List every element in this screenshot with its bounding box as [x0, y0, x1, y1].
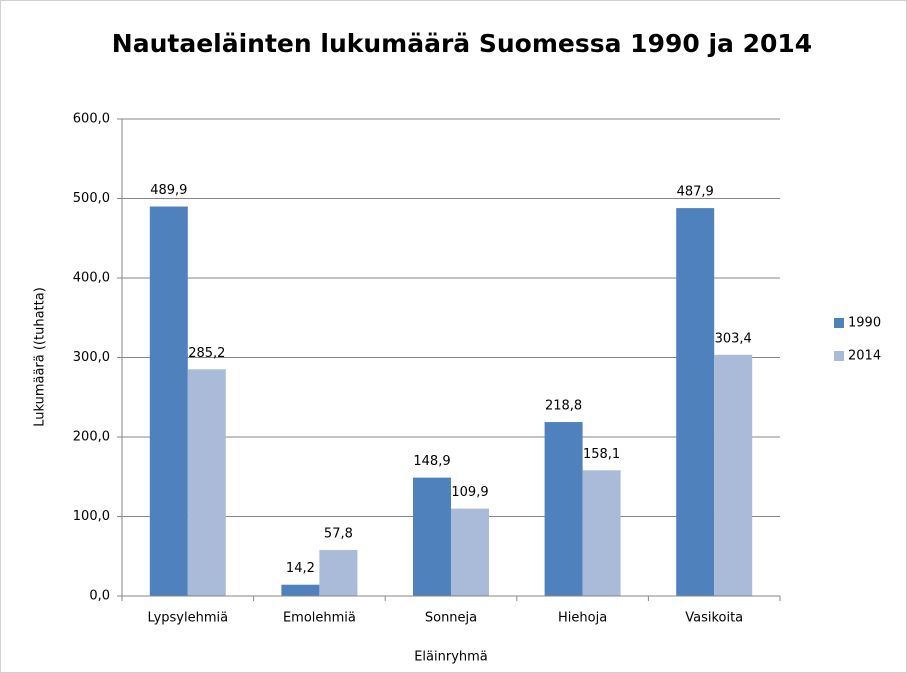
x-tick-label: Emolehmiä: [283, 611, 356, 626]
value-label: 148,9: [413, 454, 450, 469]
value-label: 109,9: [451, 485, 488, 500]
bar: [187, 369, 226, 596]
bar: [413, 477, 451, 596]
bar: [149, 206, 188, 597]
value-label: 487,9: [677, 185, 714, 200]
chart-title: Nautaeläinten lukumäärä Suomessa 1990 ja…: [112, 29, 812, 58]
x-tick-label: Vasikoita: [685, 611, 743, 626]
value-label: 303,4: [715, 331, 752, 346]
bar: [451, 508, 489, 596]
legend-swatch: [834, 318, 844, 328]
legend-label: 1990: [848, 316, 881, 331]
bar: [319, 550, 358, 596]
value-label: 489,9: [150, 183, 187, 198]
x-tick-label: Lypsylehmiä: [148, 611, 229, 626]
legend-swatch: [834, 351, 844, 361]
x-tick-label: Hiehoja: [558, 611, 607, 626]
y-tick-label: 600,0: [73, 112, 110, 127]
bar: [544, 422, 583, 596]
y-tick-label: 400,0: [73, 271, 110, 286]
x-axis-title: Eläinryhmä: [414, 650, 488, 665]
bar: [714, 354, 753, 596]
y-axis-title: Lukumäärä ((tuhatta): [33, 287, 48, 427]
value-label: 14,2: [286, 561, 315, 576]
y-tick-label: 500,0: [73, 191, 110, 206]
value-label: 218,8: [545, 399, 582, 414]
y-tick-label: 300,0: [73, 350, 110, 365]
bar: [676, 208, 715, 596]
value-label: 158,1: [583, 447, 620, 462]
x-tick-label: Sonneja: [425, 611, 477, 626]
y-tick-label: 0,0: [89, 589, 110, 604]
value-label: 57,8: [324, 527, 353, 542]
value-label: 285,2: [188, 346, 225, 361]
legend-label: 2014: [848, 349, 881, 364]
bar: [281, 584, 320, 596]
y-tick-label: 100,0: [73, 509, 110, 524]
bar: [582, 470, 621, 596]
y-tick-label: 200,0: [73, 430, 110, 445]
